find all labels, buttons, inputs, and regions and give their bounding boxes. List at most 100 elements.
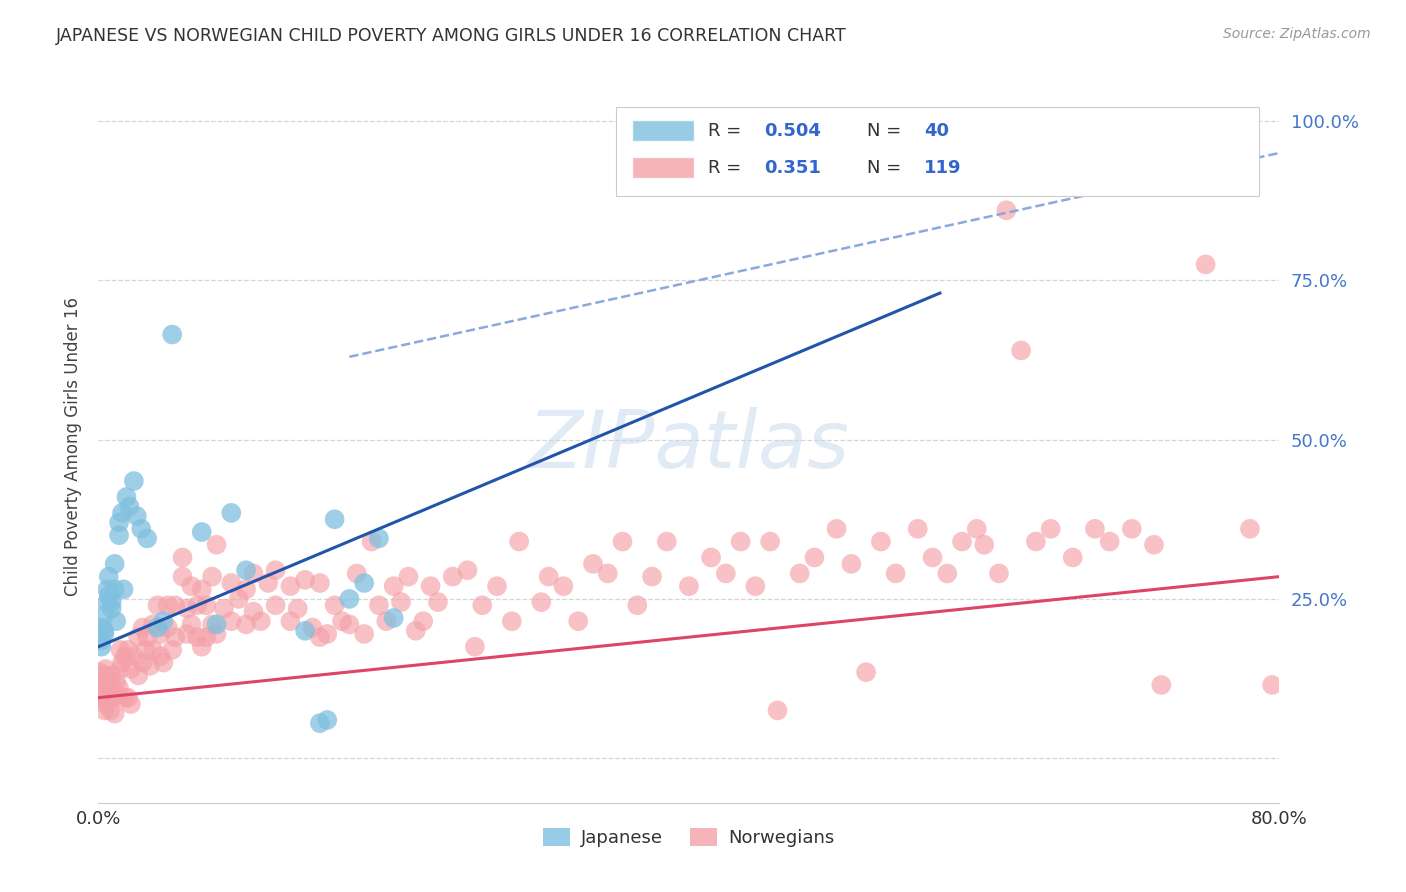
Point [125, 509, 148, 524]
Point [316, 627, 339, 641]
Point [1098, 534, 1121, 549]
Point [1121, 522, 1143, 536]
Point [280, 614, 302, 628]
Point [93, 607, 115, 622]
Point [870, 534, 893, 549]
Point [1239, 522, 1261, 536]
Text: 40: 40 [924, 121, 949, 139]
Point [152, 614, 174, 628]
Point [464, 640, 486, 654]
Text: 0.504: 0.504 [765, 121, 821, 139]
Point [165, 599, 187, 613]
Point [96, 595, 118, 609]
Point [98, 703, 121, 717]
Point [104, 582, 127, 597]
Point [136, 630, 159, 644]
Point [186, 630, 208, 644]
Point [221, 506, 243, 520]
Point [176, 627, 198, 641]
Point [221, 576, 243, 591]
Point [111, 506, 134, 520]
Point [105, 614, 128, 628]
Text: ZIPatlas: ZIPatlas [527, 407, 851, 485]
Point [626, 599, 648, 613]
Point [108, 681, 131, 695]
Point [100, 601, 122, 615]
Point [205, 538, 228, 552]
Point [301, 621, 323, 635]
Point [730, 534, 752, 549]
Point [180, 579, 202, 593]
Point [176, 601, 198, 615]
Point [90, 640, 112, 654]
Point [412, 614, 434, 628]
Point [127, 630, 149, 644]
Point [457, 563, 479, 577]
Point [94, 662, 117, 676]
Point [1143, 538, 1166, 552]
Point [136, 532, 159, 546]
Text: N =: N = [868, 121, 907, 139]
Point [146, 599, 169, 613]
Point [353, 627, 375, 641]
Point [567, 614, 589, 628]
Point [191, 582, 214, 597]
Point [89, 674, 111, 689]
Point [242, 566, 264, 581]
Point [122, 474, 145, 488]
Point [96, 582, 118, 597]
Point [309, 630, 332, 644]
Point [93, 627, 115, 641]
Point [117, 690, 139, 705]
Point [242, 605, 264, 619]
Point [93, 624, 115, 638]
Point [132, 656, 155, 670]
Point [156, 621, 179, 635]
Point [280, 579, 302, 593]
Point [641, 569, 664, 583]
Point [132, 621, 155, 635]
Text: Source: ZipAtlas.com: Source: ZipAtlas.com [1223, 27, 1371, 41]
Point [195, 599, 218, 613]
Point [405, 624, 427, 638]
Point [162, 327, 183, 342]
Point [104, 557, 127, 571]
Point [91, 690, 114, 705]
Point [655, 534, 678, 549]
Point [789, 566, 811, 581]
Point [111, 656, 134, 670]
Point [191, 640, 214, 654]
Point [294, 624, 316, 638]
Point [142, 643, 165, 657]
Y-axis label: Child Poverty Among Girls Under 16: Child Poverty Among Girls Under 16 [63, 296, 82, 596]
Point [537, 569, 560, 583]
Point [94, 697, 117, 711]
Point [104, 706, 127, 721]
Point [152, 656, 174, 670]
Point [995, 203, 1018, 218]
Point [368, 532, 391, 546]
Point [553, 579, 575, 593]
Point [257, 576, 280, 591]
Point [201, 569, 224, 583]
Text: R =: R = [707, 159, 752, 177]
Point [135, 643, 157, 657]
Point [180, 617, 202, 632]
Point [596, 566, 619, 581]
Point [1261, 678, 1284, 692]
Point [530, 595, 553, 609]
Point [582, 557, 605, 571]
Point [90, 688, 112, 702]
Point [100, 595, 122, 609]
Point [950, 534, 973, 549]
Point [486, 579, 509, 593]
Point [93, 668, 115, 682]
Point [744, 579, 766, 593]
Point [841, 557, 863, 571]
Point [162, 643, 183, 657]
FancyBboxPatch shape [633, 157, 693, 178]
Point [129, 522, 152, 536]
Point [966, 522, 988, 536]
Point [91, 681, 114, 695]
Point [264, 599, 287, 613]
